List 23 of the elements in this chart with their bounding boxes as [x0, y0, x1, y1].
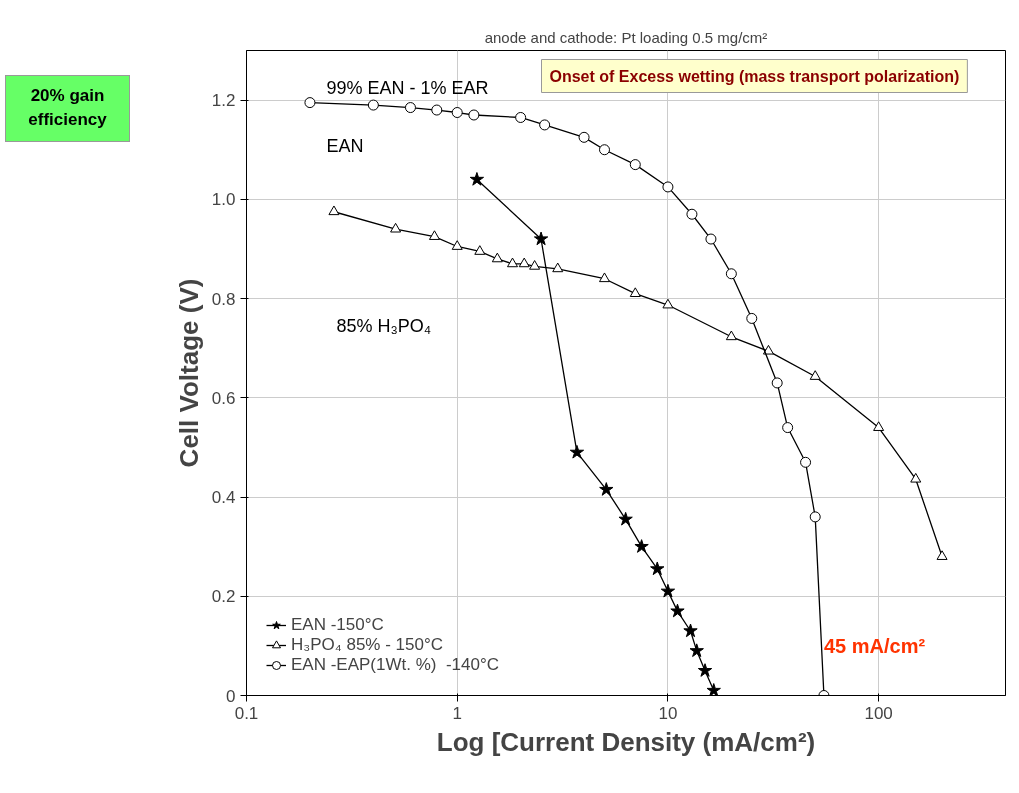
- annotation: 99% EAN - 1% EAR: [326, 77, 489, 98]
- y-tick-label: 0.6: [211, 388, 236, 408]
- x-tick-label: 1: [452, 703, 462, 723]
- annotation: EAN: [326, 135, 364, 156]
- annotation: 85% H₃PO₄: [336, 315, 432, 336]
- legend-label: EAN -EAP(1Wt. %) -140°C: [291, 655, 500, 675]
- x-axis-title: Log [Current Density (mA/cm²): [436, 726, 816, 757]
- x-tick-label: 10: [658, 703, 678, 723]
- text: 20% gain efficiency: [5, 75, 130, 142]
- chart-title: anode and cathode: Pt loading 0.5 mg/cm²: [484, 28, 768, 46]
- y-tick-label: 1.2: [211, 91, 236, 111]
- y-tick-label: 0.8: [211, 289, 236, 309]
- y-tick-label: 1.0: [211, 190, 236, 210]
- y-tick-label: 0: [226, 686, 236, 706]
- legend-label: H₃PO₄ 85% - 150°C: [291, 635, 443, 655]
- legend-label: EAN -150°C: [291, 615, 384, 635]
- annotation: Onset of Excess wetting (mass transport polarization): [549, 67, 960, 85]
- x-tick-label: 0.1: [234, 703, 259, 723]
- y-tick-label: 0.4: [211, 488, 236, 508]
- annotation: 45 mA/cm²: [823, 634, 926, 657]
- y-tick-label: 0.2: [211, 587, 236, 607]
- y-axis-title: Cell Voltage (V): [173, 278, 204, 468]
- x-tick-label: 100: [864, 703, 893, 723]
